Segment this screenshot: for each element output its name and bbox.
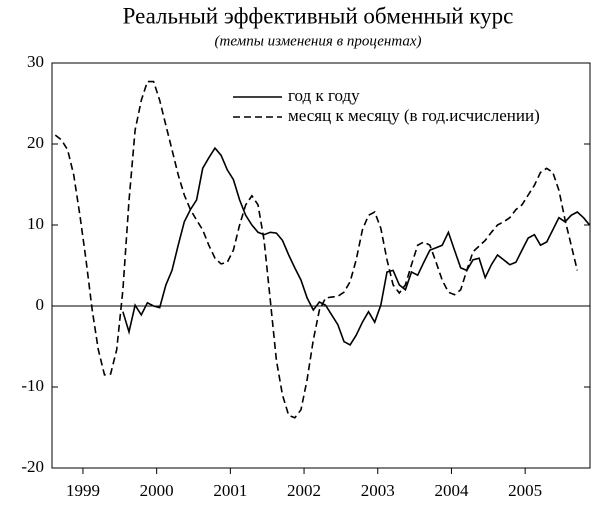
chart-title: Реальный эффективный обменный курс (123, 3, 514, 28)
x-tick-label: 2005 (508, 481, 542, 500)
y-tick-label: -10 (21, 376, 44, 395)
chart-subtitle: (темпы изменения в процентах) (215, 33, 422, 49)
plot-frame (51, 62, 591, 469)
x-tick-label: 2000 (140, 481, 174, 500)
x-tick-label: 2001 (213, 481, 247, 500)
x-tick-label: 1999 (66, 481, 100, 500)
series-line (54, 80, 579, 419)
x-tick-label: 2003 (361, 481, 395, 500)
y-tick-label: 0 (36, 295, 45, 314)
x-tick-label: 2004 (434, 481, 469, 500)
y-tick-label: -20 (21, 457, 44, 476)
y-tick-label: 30 (27, 52, 44, 71)
legend-label: год к году (288, 86, 360, 105)
legend-label: месяц к месяцу (в год.исчислении) (288, 106, 540, 125)
series-line (122, 146, 591, 346)
x-tick-label: 2002 (287, 481, 321, 500)
y-tick-label: 20 (27, 133, 44, 152)
y-tick-label: 10 (27, 214, 44, 233)
